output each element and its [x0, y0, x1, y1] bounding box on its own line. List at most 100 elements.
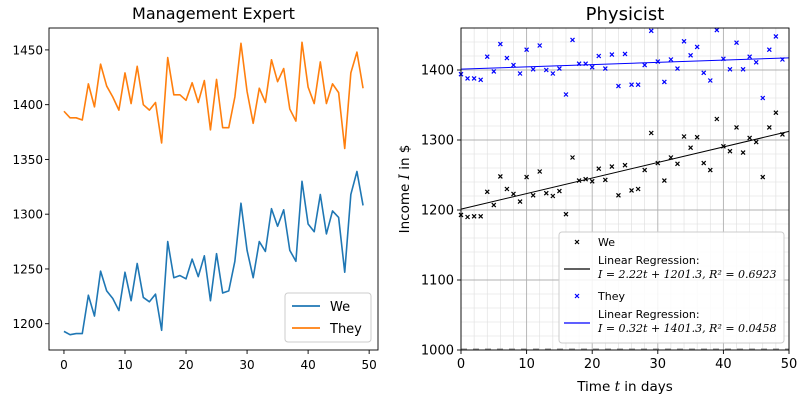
- scatter-point: [688, 52, 694, 58]
- scatter-point: [648, 28, 654, 34]
- right-legend-fit-equation: I = 0.32t + 1401.3, R² = 0.0458: [597, 322, 777, 335]
- scatter-point: [602, 66, 608, 72]
- scatter-point: [511, 191, 516, 197]
- right-fit-line-they: [460, 57, 790, 70]
- scatter-point: [596, 166, 602, 172]
- scatter-point: [511, 62, 516, 68]
- scatter-point: [668, 57, 674, 62]
- scatter-point: [537, 169, 543, 174]
- scatter-point: [602, 177, 608, 183]
- scatter-point: [675, 66, 680, 72]
- left-y-tick-label: 1200: [12, 317, 43, 331]
- scatter-point: [675, 161, 680, 167]
- scatter-point: [635, 186, 641, 192]
- scatter-point: [740, 66, 746, 72]
- scatter-point: [471, 75, 477, 81]
- scatter-point: [648, 130, 654, 136]
- scatter-point: [491, 68, 497, 74]
- right-y-tick-label: 1000: [421, 344, 454, 359]
- right-legend-marker-we: [574, 239, 580, 245]
- x-label-prefix: Time: [576, 379, 614, 395]
- left-legend-label-they: They: [329, 322, 362, 337]
- scatter-point: [576, 178, 582, 184]
- scatter-point: [497, 41, 503, 47]
- scatter-point: [727, 66, 733, 72]
- scatter-point: [622, 51, 628, 57]
- right-x-tick-label: 0: [457, 357, 465, 372]
- scatter-point: [609, 164, 615, 170]
- scatter-point: [661, 79, 667, 85]
- scatter-point: [622, 162, 628, 168]
- scatter-point: [655, 59, 661, 65]
- scatter-point: [714, 116, 720, 122]
- scatter-point: [760, 174, 766, 180]
- scatter-point: [484, 54, 490, 60]
- scatter-point: [747, 54, 753, 60]
- left-chart: Management Expert 0 10 20 30 40 50 1200 1250 1300…: [12, 4, 379, 372]
- right-scatter-we: [458, 110, 785, 220]
- scatter-point: [537, 43, 543, 48]
- scatter-point: [465, 75, 470, 81]
- scatter-point: [478, 77, 484, 83]
- scatter-point: [681, 134, 687, 139]
- scatter-point: [773, 33, 779, 39]
- left-y-tick-label: 1400: [12, 98, 43, 112]
- scatter-point: [576, 61, 582, 67]
- left-y-tick-label: 1350: [12, 153, 43, 167]
- scatter-point: [655, 160, 661, 166]
- scatter-point: [780, 131, 785, 137]
- scatter-point: [517, 71, 523, 76]
- scatter-point: [616, 83, 621, 89]
- left-chart-title: Management Expert: [132, 4, 295, 23]
- scatter-point: [504, 186, 510, 192]
- right-legend-label-they: They: [597, 290, 625, 303]
- right-x-tick-label: 50: [781, 357, 798, 372]
- scatter-point: [747, 135, 753, 141]
- right-chart: Physicist 0 10 20 30 40 50 1000 1100 1200 1300 1400…: [397, 4, 797, 395]
- right-y-tick-label: 1100: [421, 274, 454, 289]
- scatter-point: [727, 148, 733, 154]
- scatter-point: [504, 55, 510, 61]
- right-legend-box: [558, 231, 785, 344]
- scatter-point: [583, 176, 589, 182]
- scatter-point: [556, 66, 562, 72]
- scatter-point: [517, 199, 523, 205]
- scatter-point: [734, 124, 739, 130]
- right-legend-label-we: We: [598, 236, 615, 249]
- right-y-axis-label: Income I in $: [397, 145, 413, 234]
- scatter-point: [760, 95, 766, 101]
- right-legend-fit-equation: I = 2.22t + 1201.3, R² = 0.6923: [597, 268, 777, 281]
- scatter-point: [780, 57, 785, 62]
- scatter-point: [550, 71, 556, 76]
- scatter-point: [563, 92, 569, 97]
- scatter-point: [530, 66, 536, 72]
- right-legend: We Linear Regression: I = 2.22t + 1201.3, …: [558, 231, 785, 344]
- x-label-var: t: [615, 379, 621, 395]
- scatter-point: [497, 173, 503, 179]
- scatter-point: [543, 190, 549, 196]
- y-label-prefix: Income: [397, 179, 413, 233]
- scatter-point: [550, 193, 556, 199]
- scatter-point: [491, 202, 497, 208]
- scatter-point: [478, 213, 484, 219]
- scatter-point: [616, 192, 621, 198]
- scatter-point: [589, 178, 595, 184]
- scatter-point: [661, 178, 667, 184]
- scatter-point: [694, 44, 700, 50]
- right-scatter-they: [458, 27, 785, 101]
- right-legend-fit-title: Linear Regression:: [598, 308, 700, 321]
- right-y-tick-label: 1300: [421, 134, 454, 149]
- scatter-point: [596, 53, 602, 59]
- right-x-tick-label: 30: [650, 357, 667, 372]
- right-y-tick-label: 1400: [421, 64, 454, 79]
- right-chart-title: Physicist: [586, 4, 665, 25]
- left-x-tick-label: 30: [239, 358, 254, 372]
- scatter-point: [524, 174, 530, 180]
- scatter-point: [753, 59, 759, 65]
- right-x-axis-label: Time t in days: [576, 379, 673, 395]
- left-x-tick-label: 20: [178, 358, 193, 372]
- scatter-point: [543, 67, 549, 73]
- right-axes-frame: [460, 27, 790, 351]
- scatter-point: [642, 167, 648, 173]
